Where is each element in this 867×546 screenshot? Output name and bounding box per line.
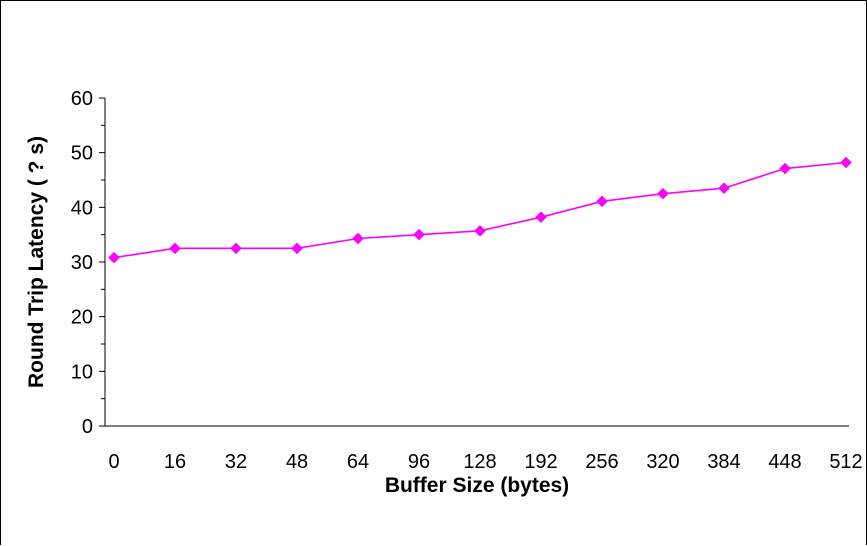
x-tick-label: 32: [225, 451, 247, 473]
y-tick-label: 30: [71, 252, 93, 274]
y-axis-ticks: 0 10 20 30 40 50 60: [71, 88, 105, 438]
x-tick-label: 0: [108, 451, 119, 473]
x-tick-label: 320: [646, 451, 679, 473]
y-tick-label: 60: [71, 88, 93, 110]
data-point-marker: [535, 211, 547, 224]
x-tick-label: 384: [707, 451, 740, 473]
x-axis-ticks: 0 16 32 48 64 96 128 192 256 320 384 448 512: [108, 451, 862, 473]
data-point-marker: [108, 251, 120, 264]
y-tick-label: 40: [71, 197, 93, 219]
data-point-marker: [291, 242, 303, 255]
y-tick-label: 20: [71, 307, 93, 329]
x-tick-label: 64: [347, 451, 369, 473]
data-point-marker: [413, 228, 425, 241]
data-point-marker: [657, 187, 669, 200]
y-tick-label: 10: [71, 361, 93, 383]
axes: [104, 98, 849, 427]
x-tick-label: 16: [164, 451, 186, 473]
x-tick-label: 192: [524, 451, 557, 473]
x-tick-label: 256: [585, 451, 618, 473]
y-axis-title: Round Trip Latency ( ? s): [25, 136, 48, 388]
x-tick-label: 96: [408, 451, 430, 473]
series-layer: [108, 156, 852, 264]
x-axis-title: Buffer Size (bytes): [385, 474, 569, 497]
data-point-marker: [779, 162, 791, 175]
data-point-marker: [169, 242, 181, 255]
data-point-marker: [474, 224, 486, 237]
x-tick-label: 128: [463, 451, 496, 473]
data-point-marker: [230, 242, 242, 255]
y-tick-label: 50: [71, 143, 93, 165]
data-point-marker: [596, 195, 608, 208]
y-tick-label: 0: [82, 416, 93, 438]
data-point-marker: [840, 156, 852, 169]
series-line: [113, 161, 847, 259]
data-point-marker: [718, 182, 730, 195]
x-tick-label: 448: [768, 451, 801, 473]
x-tick-label: 512: [829, 451, 862, 473]
x-tick-label: 48: [286, 451, 308, 473]
data-point-marker: [352, 232, 364, 245]
